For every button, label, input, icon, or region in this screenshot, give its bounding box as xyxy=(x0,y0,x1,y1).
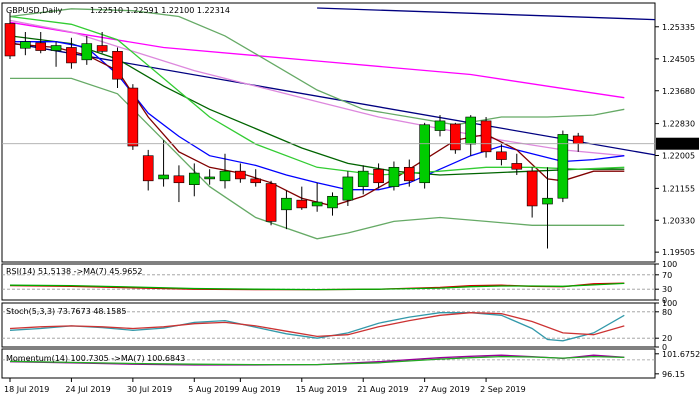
stoch-tick-label: 0 xyxy=(662,343,667,352)
rsi-title: RSI(14) 51.5138 ->MA(7) 45.9652 xyxy=(6,267,143,276)
bear-candle xyxy=(235,170,246,180)
overlay-line-8 xyxy=(9,8,625,126)
bull-candle xyxy=(281,197,292,211)
date-tick-label: 24 Jul 2019 xyxy=(65,385,110,394)
bull-candle xyxy=(81,43,93,61)
bull-candle xyxy=(388,166,400,187)
bear-candle xyxy=(173,175,185,184)
mom-frame xyxy=(1,348,656,379)
date-tick-label: 18 Jul 2019 xyxy=(4,385,49,394)
stoch-series-1 xyxy=(9,312,625,338)
rsi-tick-label: 0 xyxy=(662,296,667,305)
bull-candle xyxy=(542,197,553,205)
bear-candle xyxy=(96,45,108,52)
bull-candle xyxy=(204,176,215,180)
bear-candle xyxy=(373,168,384,184)
bull-candle xyxy=(158,174,169,180)
date-tick-label: 5 Aug 2019 xyxy=(188,385,234,394)
date-tick-label: 2 Sep 2019 xyxy=(480,385,526,394)
bear-candle xyxy=(496,151,507,160)
main-title: GBPUSD,Daily xyxy=(6,6,63,15)
rsi-tick-label: 70 xyxy=(662,271,672,280)
overlay-line-4 xyxy=(9,35,625,176)
mom-series-1 xyxy=(9,355,625,366)
date-axis: 18 Jul 2019 24 Jul 2019 30 Jul 2019 5 Aug 2… xyxy=(4,378,526,394)
date-tick-label: 15 Aug 2019 xyxy=(296,385,347,394)
bear-candle xyxy=(526,170,538,207)
date-tick-label: 27 Aug 2019 xyxy=(419,385,470,394)
price-tick-label: 1.19505 xyxy=(662,248,695,257)
bear-candle xyxy=(35,42,47,51)
bull-candle xyxy=(219,170,231,182)
price-tick-label: 1.25335 xyxy=(662,23,695,32)
main-ohlc-readout: 1.22510 1.22591 1.22100 1.22314 xyxy=(90,6,230,15)
mom-tick-label: 96.15 xyxy=(662,370,685,379)
current-price-tag-bg xyxy=(656,137,699,150)
date-tick-label: 9 Aug 2019 xyxy=(234,385,280,394)
bull-candle xyxy=(20,41,31,49)
price-tick-label: 1.23680 xyxy=(662,87,695,96)
momentum-panel: 101.6752 96.15 xyxy=(1,348,700,379)
stoch-tick-label: 80 xyxy=(662,308,672,317)
date-tick-label: 21 Aug 2019 xyxy=(357,385,408,394)
bull-candle xyxy=(311,201,323,207)
bear-candle xyxy=(142,155,154,182)
date-tick-label: 30 Jul 2019 xyxy=(127,385,172,394)
bear-candle xyxy=(127,87,139,147)
bull-candle xyxy=(419,124,430,184)
bull-candle xyxy=(50,45,62,51)
price-tick-label: 1.20330 xyxy=(662,216,695,225)
bull-candle xyxy=(327,195,338,209)
rsi-tick-label: 30 xyxy=(662,285,672,294)
stoch-frame xyxy=(1,302,656,348)
overlay-line-9 xyxy=(10,77,625,240)
bull-candle xyxy=(465,116,477,145)
bear-candle xyxy=(403,166,415,182)
price-tick-label: 1.22830 xyxy=(662,120,695,129)
stoch-title: Stoch(5,3,3) 73.7673 48.1585 xyxy=(6,307,126,316)
bear-candle xyxy=(250,178,262,184)
rsi-panel: 100 70 30 0 xyxy=(1,260,677,305)
bear-candle xyxy=(112,51,123,80)
bull-candle xyxy=(188,172,200,185)
rsi-tick-label: 100 xyxy=(662,260,677,269)
bear-candle xyxy=(480,120,492,153)
bear-candle xyxy=(450,123,461,151)
bull-candle xyxy=(557,134,569,199)
bull-candle xyxy=(434,120,446,131)
overlay-line-1 xyxy=(317,7,656,21)
rsi-frame xyxy=(1,263,656,301)
overlay-line-2 xyxy=(9,21,625,99)
stoch-tick-label: 20 xyxy=(662,334,672,343)
momentum-title: Momentum(14) 100.7305 ->MA(7) 100.6843 xyxy=(6,354,185,363)
bear-candle xyxy=(572,135,584,145)
price-tick-label: 1.22005 xyxy=(662,152,695,161)
rsi-series-1 xyxy=(9,282,625,291)
bear-candle xyxy=(296,199,308,209)
stoch-tick-label: 100 xyxy=(662,299,677,308)
bear-candle xyxy=(511,163,523,170)
main-price-panel: 1.25335 1.24505 1.23680 1.22830 1.22005 1.211… xyxy=(1,2,699,263)
bull-candle xyxy=(342,176,354,201)
price-tick-label: 1.21155 xyxy=(662,184,695,193)
price-tick-label: 1.24505 xyxy=(662,55,695,64)
bear-candle xyxy=(66,47,77,64)
bull-candle xyxy=(357,170,369,187)
main-frame xyxy=(1,2,656,263)
mom-tick-label: 101.6752 xyxy=(662,350,700,359)
current-price-tag: 1.22314 xyxy=(662,140,695,149)
bear-candle xyxy=(4,23,16,57)
bear-candle xyxy=(265,183,277,222)
overlay-line-5 xyxy=(10,41,625,191)
